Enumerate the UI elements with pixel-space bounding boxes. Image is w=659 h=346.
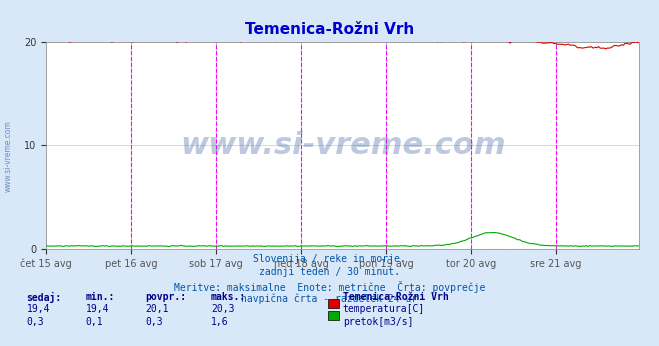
Text: 0,3: 0,3 <box>26 317 44 327</box>
Text: 19,4: 19,4 <box>86 304 109 315</box>
Text: www.si-vreme.com: www.si-vreme.com <box>3 120 13 192</box>
Text: 20,3: 20,3 <box>211 304 235 315</box>
Text: sedaj:: sedaj: <box>26 292 61 303</box>
Text: temperatura[C]: temperatura[C] <box>343 304 425 315</box>
Text: povpr.:: povpr.: <box>145 292 186 302</box>
Text: 0,1: 0,1 <box>86 317 103 327</box>
Text: Meritve: maksimalne  Enote: metrične  Črta: povprečje: Meritve: maksimalne Enote: metrične Črta… <box>174 281 485 293</box>
Text: maks.:: maks.: <box>211 292 246 302</box>
Text: 19,4: 19,4 <box>26 304 50 315</box>
Text: Temenica-Rožni Vrh: Temenica-Rožni Vrh <box>343 292 448 302</box>
Text: min.:: min.: <box>86 292 115 302</box>
Text: navpična črta - razdelek 24 ur: navpična črta - razdelek 24 ur <box>241 294 418 304</box>
Text: zadnji teden / 30 minut.: zadnji teden / 30 minut. <box>259 267 400 277</box>
Text: 1,6: 1,6 <box>211 317 229 327</box>
Text: pretok[m3/s]: pretok[m3/s] <box>343 317 413 327</box>
Text: www.si-vreme.com: www.si-vreme.com <box>180 131 505 160</box>
Text: 20,1: 20,1 <box>145 304 169 315</box>
Text: 0,3: 0,3 <box>145 317 163 327</box>
Text: Slovenija / reke in morje.: Slovenija / reke in morje. <box>253 254 406 264</box>
Text: Temenica-Rožni Vrh: Temenica-Rožni Vrh <box>245 22 414 37</box>
